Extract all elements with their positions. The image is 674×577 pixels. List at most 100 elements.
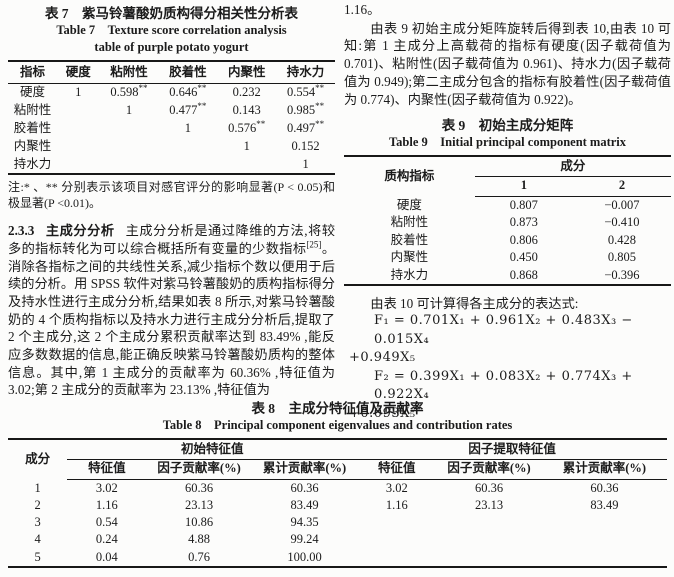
principal-component-matrix-table: 质构指标 成分 1 2 硬度 0.807 −0.007 粘附性 0.873 −0.410 胶… xyxy=(344,155,671,286)
table-cell xyxy=(158,138,217,156)
table-cell xyxy=(436,514,541,531)
table-cell: 0.04 xyxy=(95,549,118,564)
column-header: 硬度 xyxy=(57,61,100,84)
table-cell: 23.13 xyxy=(185,498,214,513)
table9-title-en: Table 9 Initial principal component matr… xyxy=(388,135,627,150)
table-cell: 持水力 xyxy=(390,267,429,282)
bottom-section: 表 8 主成分特征值及贡献率 Table 8 Principal compone… xyxy=(8,400,667,568)
significance-marker: ** xyxy=(197,100,207,111)
table-row: 持水力 0.868 −0.396 xyxy=(344,267,671,285)
table-row: 持水力 1 xyxy=(8,156,335,174)
table-cell: 0.24 xyxy=(95,532,118,547)
table-cell xyxy=(357,514,436,531)
table-cell xyxy=(436,531,541,548)
component-column-header: 成分 xyxy=(25,452,51,467)
left-column: 表 7 紫马铃薯酸奶质构得分相关性分析表 Table 7 Texture sco… xyxy=(8,5,335,399)
table-cell: 1 xyxy=(125,103,133,117)
table-cell: 3.02 xyxy=(385,481,408,495)
table-cell: 0.143 xyxy=(232,103,261,117)
table-cell xyxy=(100,120,159,138)
table-cell: 0.873 xyxy=(509,215,538,230)
table-cell xyxy=(436,549,541,567)
table-cell xyxy=(357,531,436,548)
table-cell xyxy=(57,156,100,174)
table-row: 胶着性 0.806 0.428 xyxy=(344,232,671,250)
table-cell: 99.24 xyxy=(290,532,319,547)
table-cell xyxy=(542,549,667,567)
table-row: 2 1.16 23.13 83.49 1.16 23.13 83.49 xyxy=(8,497,667,514)
table-cell: 0.477** xyxy=(169,100,207,117)
table-cell: 硬度 xyxy=(20,85,46,100)
table-cell: 4 xyxy=(34,532,41,547)
citation-reference: [25] xyxy=(306,239,322,250)
table-cell: 胶着性 xyxy=(13,121,52,135)
significance-marker: ** xyxy=(315,83,325,94)
table8-sub-header-row: 特征值 因子贡献率(%) 累计贡献率(%) 特征值 因子贡献率(%) 累计贡献率… xyxy=(8,459,667,480)
table-cell: 100.00 xyxy=(287,549,322,564)
table-cell: 硬度 xyxy=(396,197,422,212)
table-cell: 83.49 xyxy=(590,498,619,513)
table-cell: 0.152 xyxy=(291,139,320,153)
carryover-text: 1.16。 xyxy=(344,2,381,17)
table-cell xyxy=(542,531,667,548)
column-header: 特征值 xyxy=(67,459,147,480)
table-cell: 0.805 xyxy=(607,250,636,265)
table9-sub-header-row: 1 2 xyxy=(344,176,671,198)
column-header: 因子贡献率(%) xyxy=(146,459,252,480)
table-cell: 0.576** xyxy=(228,118,266,135)
table-row: 4 0.24 4.88 99.24 xyxy=(8,531,667,548)
table-row: 5 0.04 0.76 100.00 xyxy=(8,549,667,567)
column-header: 累计贡献率(%) xyxy=(541,459,667,480)
table-cell: 1 xyxy=(184,121,191,135)
significance-marker: ** xyxy=(315,100,325,111)
table-cell: 4.88 xyxy=(188,532,211,547)
table-cell: 2 xyxy=(34,498,41,513)
table7-title-en-line1: Table 7 Texture score correlation analys… xyxy=(56,23,287,37)
table-cell: 内聚性 xyxy=(13,139,52,153)
correlation-table: 指标 硬度 粘附性 胶着性 内聚性 持水力 硬度 1 0.598** 0.646** 0… xyxy=(8,60,335,175)
table-cell: 1 xyxy=(75,85,82,100)
table-cell xyxy=(542,514,667,531)
table-cell xyxy=(357,549,436,567)
column-header: 因子贡献率(%) xyxy=(436,459,542,480)
table-cell: 0.554** xyxy=(287,83,325,100)
paragraph-rotation: 由表 9 初始主成分矩阵旋转后得到表 10,由表 10 可知:第 1 主成分上高… xyxy=(344,20,671,107)
table-cell: 83.49 xyxy=(290,498,319,513)
column-header: 指标 xyxy=(8,61,58,84)
table-row: 粘附性 1 0.477** 0.143 0.985** xyxy=(8,100,335,120)
table9-title-zh: 表 9 初始主成分矩阵 xyxy=(441,118,574,134)
table-row: 硬度 1 0.598** 0.646** 0.232 0.554** xyxy=(8,84,335,102)
eigenvalue-table: 成分 初始特征值 因子提取特征值 特征值 因子贡献率(%) 累计贡献率(%) 特… xyxy=(8,438,667,568)
table-cell: 1 xyxy=(302,156,309,171)
table-cell: −0.410 xyxy=(604,215,640,230)
table-cell: 粘附性 xyxy=(13,103,52,117)
significance-marker: ** xyxy=(256,118,266,129)
table-cell: 5 xyxy=(34,549,41,564)
component-group-header: 成分 xyxy=(474,156,671,178)
paragraph-text: 主成分分析是通过降维的方法,将较多的指标转化为可以综合概括所有变量的少数指标 xyxy=(8,223,336,256)
table-cell xyxy=(217,156,276,174)
table9-group-header-row: 质构指标 成分 xyxy=(344,156,671,183)
table-cell xyxy=(158,156,217,174)
table-cell: 持水力 xyxy=(13,156,52,171)
table-cell: 0.76 xyxy=(188,549,211,564)
formula-f2-line1: F₂ = 0.399X₁ + 0.083X₂ + 0.774X₃ + 0.922… xyxy=(374,368,633,403)
column-header: 内聚性 xyxy=(217,61,277,84)
table-cell xyxy=(100,138,159,156)
table-cell: 0.807 xyxy=(509,198,538,213)
table-cell: 0.54 xyxy=(95,515,118,530)
row-header-label: 质构指标 xyxy=(384,169,435,184)
column-header: 2 xyxy=(572,176,671,198)
table-cell: 胶着性 xyxy=(390,232,429,247)
table-cell: −0.396 xyxy=(604,267,640,282)
table-cell: 3 xyxy=(34,515,41,530)
table-cell: −0.007 xyxy=(604,198,640,213)
formula-f1-line1: F₁ = 0.701X₁ + 0.961X₂ + 0.483X₃ − 0.015… xyxy=(374,313,633,347)
correlation-table-header-row: 指标 硬度 粘附性 胶着性 内聚性 持水力 xyxy=(8,61,335,84)
table-row: 内聚性 0.450 0.805 xyxy=(344,249,671,267)
table-cell: 10.86 xyxy=(185,515,214,530)
section-number: 2.3.3 xyxy=(8,223,35,239)
table8-title-zh: 表 8 主成分特征值及贡献率 xyxy=(251,401,424,416)
table-cell: 0.497** xyxy=(287,118,325,135)
